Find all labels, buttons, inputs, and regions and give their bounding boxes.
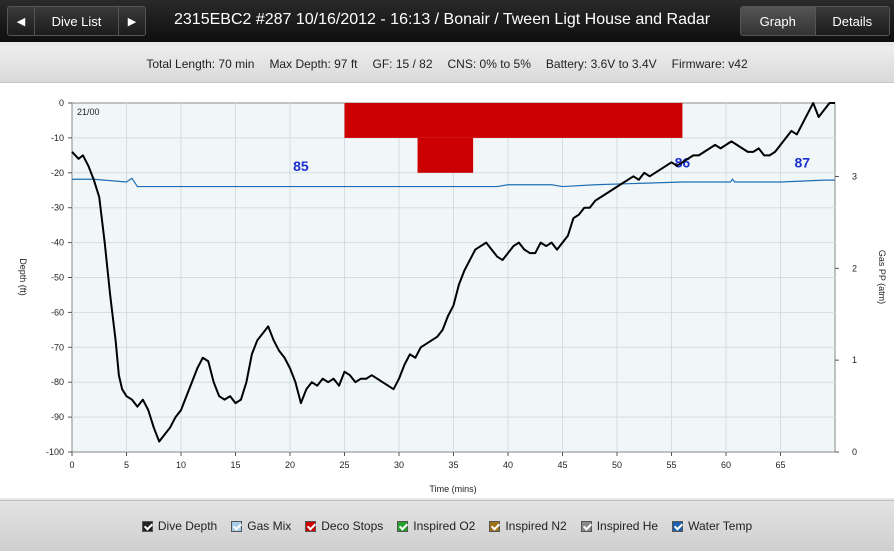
dive-title: 2315EBC2 #287 10/16/2012 - 16:13 / Bonai… <box>174 11 711 28</box>
legend-inspired-he[interactable]: Inspired He <box>580 519 659 533</box>
x-tick-label: 50 <box>612 460 622 470</box>
x-tick-label: 65 <box>775 460 785 470</box>
x-axis-ticks: 0 5 10 15 20 25 30 35 40 45 50 55 60 65 <box>69 452 786 470</box>
depth-line <box>71 102 835 443</box>
checkbox-gas-mix[interactable] <box>231 520 243 532</box>
y2-axis-ticks: 0 1 2 3 <box>835 171 857 457</box>
firmware: Firmware: v42 <box>671 57 748 71</box>
y-tick-label: -50 <box>51 273 64 283</box>
grid-lines <box>72 103 835 452</box>
deco-stop-block <box>344 103 683 138</box>
y2-tick-label: 1 <box>852 355 857 365</box>
checkbox-inspired-n2[interactable] <box>489 520 501 532</box>
y-tick-label: -20 <box>51 168 64 178</box>
legend-deco-stops[interactable]: Deco Stops <box>305 519 383 533</box>
gas-mix-layer: 85 86 87 <box>72 154 835 188</box>
y-tick-label: -30 <box>51 203 64 213</box>
y-tick-label: -40 <box>51 238 64 248</box>
cns: CNS: 0% to 5% <box>447 57 531 71</box>
x-tick-label: 30 <box>394 460 404 470</box>
view-tabs: Graph Details <box>740 6 890 36</box>
legend-dive-depth[interactable]: Dive Depth <box>141 519 218 533</box>
y-tick-label: -70 <box>51 342 64 352</box>
top-toolbar: ◀ Dive List ▶ 2315EBC2 #287 10/16/2012 -… <box>0 0 894 42</box>
chevron-right-icon: ▶ <box>127 15 137 28</box>
checkbox-deco-stops[interactable] <box>305 520 317 532</box>
checkbox-inspired-o2[interactable] <box>397 520 409 532</box>
dive-summary-bar: Total Length: 70 min Max Depth: 97 ft GF… <box>0 46 894 83</box>
gas-mix-label: 87 <box>795 154 811 170</box>
y-tick-label: -10 <box>51 133 64 143</box>
y2-tick-label: 2 <box>852 263 857 273</box>
legend-label: Inspired N2 <box>505 519 567 533</box>
dive-list-nav: ◀ Dive List ▶ <box>7 6 146 36</box>
x-tick-label: 25 <box>339 460 349 470</box>
max-depth: Max Depth: 97 ft <box>269 57 358 71</box>
legend-label: Deco Stops <box>321 519 384 533</box>
x-tick-label: 45 <box>557 460 567 470</box>
x-tick-label: 55 <box>666 460 676 470</box>
legend-label: Gas Mix <box>247 519 292 533</box>
x-tick-label: 5 <box>124 460 129 470</box>
dive-profile-chart: 85 86 87 0 5 10 15 20 25 30 35 40 45 50 55 60 65 0 -10 -2… <box>0 83 894 498</box>
y-tick-label: -100 <box>46 447 64 457</box>
y2-tick-label: 3 <box>852 171 857 181</box>
legend-inspired-o2[interactable]: Inspired O2 <box>397 519 475 533</box>
x-tick-label: 60 <box>721 460 731 470</box>
x-tick-label: 40 <box>503 460 513 470</box>
x-tick-label: 35 <box>448 460 458 470</box>
y2-axis-label: Gas PP (atm) <box>877 250 887 304</box>
dive-list-button[interactable]: Dive List <box>34 7 119 35</box>
x-tick-label: 20 <box>285 460 295 470</box>
deco-stops-layer <box>344 103 683 173</box>
legend-label: Water Temp <box>688 519 753 533</box>
legend-water-temp[interactable]: Water Temp <box>672 519 752 533</box>
y-axis-ticks: 0 -10 -20 -30 -40 -50 -60 -70 -80 -90 -100 <box>46 98 72 457</box>
legend-label: Dive Depth <box>157 519 218 533</box>
battery: Battery: 3.6V to 3.4V <box>545 57 657 71</box>
gradient-factors: GF: 15 / 82 <box>372 57 433 71</box>
y-tick-label: -80 <box>51 377 64 387</box>
tab-graph[interactable]: Graph <box>741 7 815 35</box>
checkbox-water-temp[interactable] <box>672 520 684 532</box>
next-dive-button[interactable]: ▶ <box>119 7 145 35</box>
x-tick-label: 0 <box>69 460 74 470</box>
total-length: Total Length: 70 min <box>146 57 255 71</box>
corner-label: 21/00 <box>77 107 100 117</box>
deco-stop-block <box>417 137 474 173</box>
y-tick-label: -90 <box>51 412 64 422</box>
y-tick-label: -60 <box>51 307 64 317</box>
chevron-left-icon: ◀ <box>16 15 26 28</box>
y-tick-label: 0 <box>59 98 64 108</box>
legend-label: Inspired O2 <box>413 519 476 533</box>
prev-dive-button[interactable]: ◀ <box>8 7 34 35</box>
x-tick-label: 15 <box>230 460 240 470</box>
dive-profile-svg: 85 86 87 0 5 10 15 20 25 30 35 40 45 50 55 60 65 0-10-2… <box>18 98 887 494</box>
legend-label: Inspired He <box>596 519 659 533</box>
checkbox-inspired-he[interactable] <box>580 520 592 532</box>
y2-tick-label: 0 <box>852 447 857 457</box>
y-axis-label: Depth (ft) <box>18 258 28 296</box>
x-axis-label: Time (mins) <box>429 484 476 494</box>
checkbox-dive-depth[interactable] <box>141 520 153 532</box>
x-tick-label: 10 <box>176 460 186 470</box>
gas-mix-line <box>72 177 835 188</box>
gas-mix-label: 85 <box>293 158 309 174</box>
tab-details[interactable]: Details <box>814 7 889 35</box>
depth-layer <box>71 102 835 443</box>
legend-inspired-n2[interactable]: Inspired N2 <box>489 519 567 533</box>
legend-gas-mix[interactable]: Gas Mix <box>231 519 291 533</box>
chart-legend: Dive Depth Gas Mix Deco Stops Inspired O… <box>0 500 894 551</box>
